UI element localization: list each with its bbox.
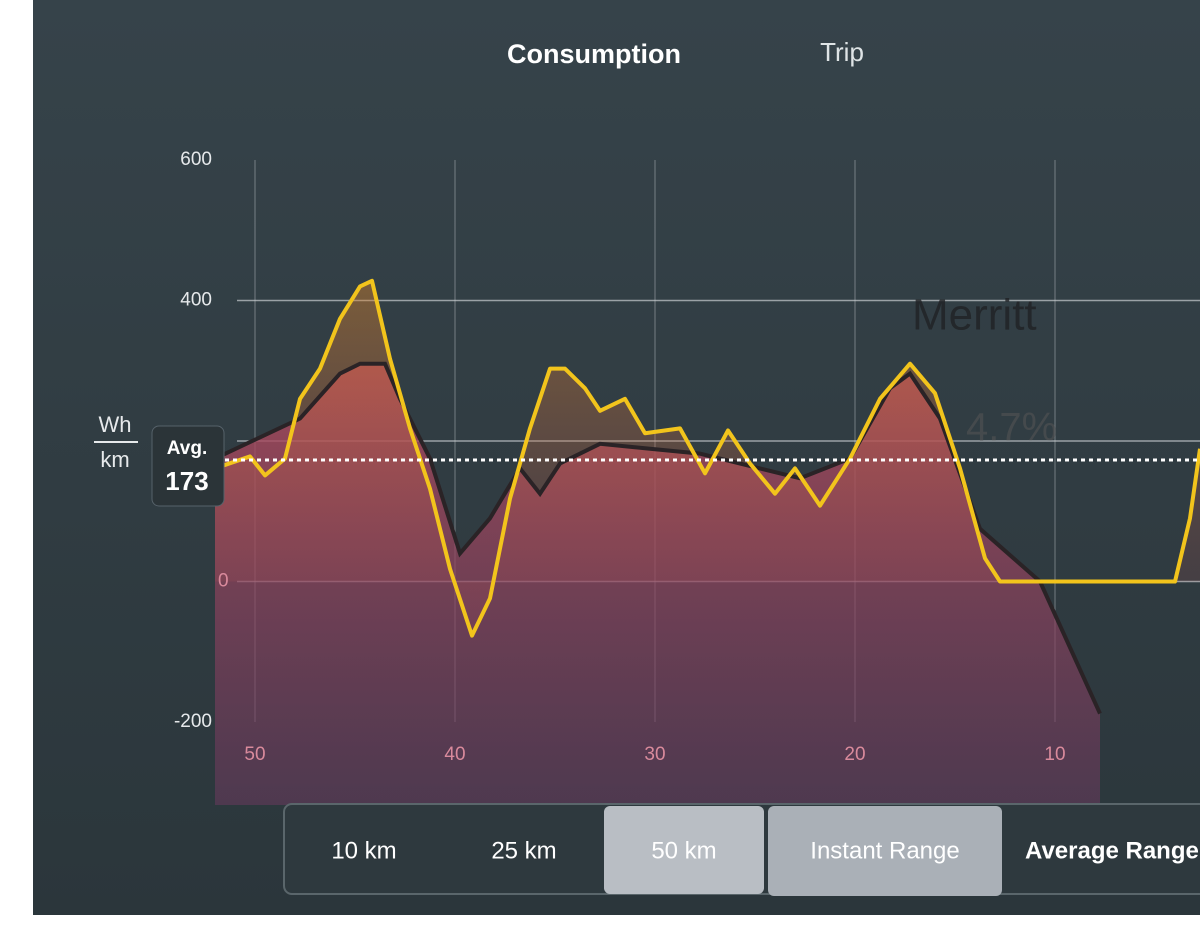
plot [214, 160, 1200, 805]
map-label: Merritt [912, 291, 1037, 340]
x-tick-label: 40 [444, 744, 465, 765]
tab-selected [768, 806, 1002, 896]
average-badge [151, 425, 225, 507]
y-tick-label: 0 [218, 571, 229, 592]
map-label: 4.7% [966, 406, 1057, 450]
footer: 10 km 25 km 50 km Instant Range Average Rang… [283, 803, 1200, 896]
rated-line [214, 361, 1102, 715]
y-tick-label: 400 [180, 290, 212, 311]
actual-area [215, 280, 1200, 636]
x-tick-label: 50 [244, 744, 265, 765]
tab-selected [604, 806, 764, 894]
range-tab[interactable]: 50 km [651, 837, 716, 864]
tab-trip[interactable]: Trip [820, 37, 864, 67]
range-tab[interactable]: 10 km [331, 837, 396, 864]
unit-bottom: km [100, 447, 129, 472]
unit-top: Wh [99, 412, 132, 437]
consumption-line [214, 278, 1200, 638]
average-value: 173 [165, 466, 208, 496]
y-tick-label: 600 [180, 149, 212, 170]
x-tick-label: 20 [844, 744, 865, 765]
average-label: Avg. [167, 438, 207, 459]
x-tick-label: 10 [1044, 744, 1065, 765]
range-tab[interactable]: Average Range [1025, 837, 1199, 864]
tab-consumption[interactable]: Consumption [507, 39, 681, 69]
x-tick-label: 30 [644, 744, 665, 765]
y-tick-label: -200 [174, 711, 212, 732]
range-tab[interactable]: Instant Range [810, 837, 959, 864]
labels: 50 40 30 20 10 -200 0 400 600 Avg. 173 Wh km Merritt 4… [94, 149, 1066, 765]
range-tab[interactable]: 25 km [491, 837, 556, 864]
